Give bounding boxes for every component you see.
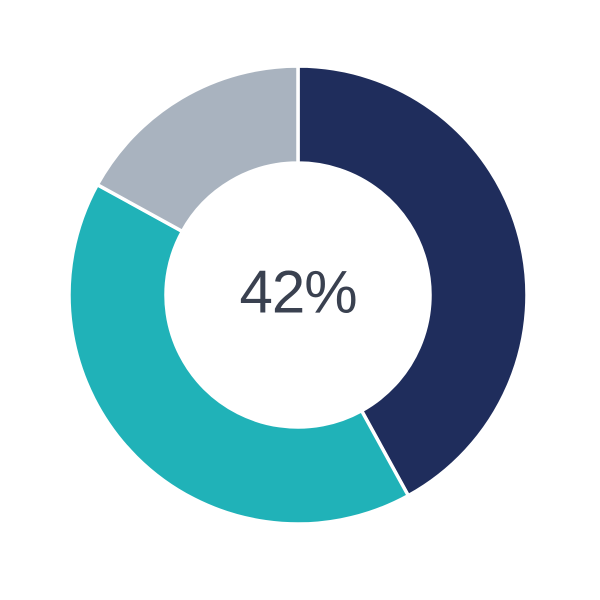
donut-segments — [67, 64, 529, 526]
donut-secondary-segment — [67, 182, 411, 526]
donut-tertiary-segment — [94, 64, 300, 234]
center-value-label: 42% — [239, 258, 357, 326]
donut-primary-segment — [296, 64, 529, 499]
